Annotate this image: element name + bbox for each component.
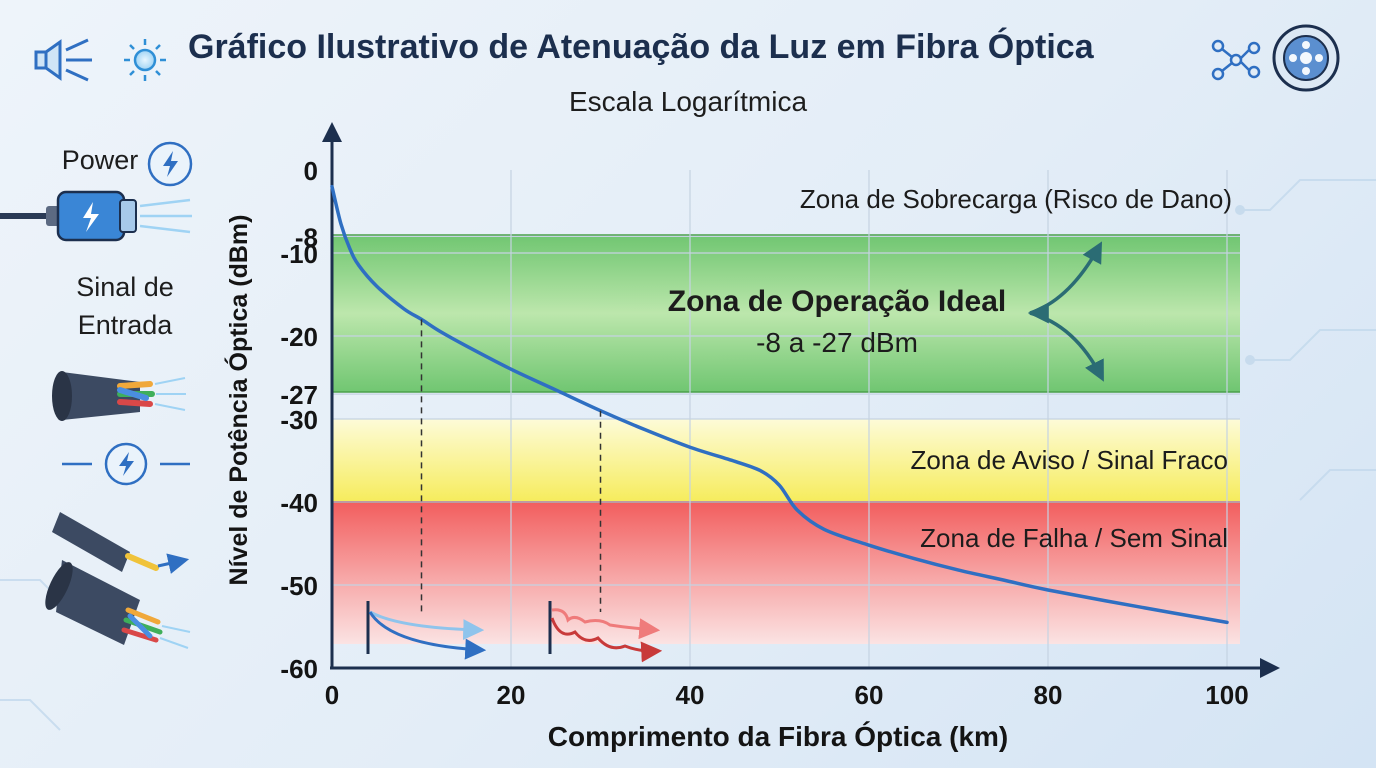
- lightning-divider: [62, 442, 190, 486]
- fiber-cable-icon: [52, 371, 186, 421]
- circuit-decoration: [0, 179, 1376, 731]
- fiber-cable-icon: [45, 512, 191, 649]
- y-axis-arrow: [322, 122, 342, 142]
- input-signal-label-line2: Entrada: [77, 310, 173, 340]
- attenuation-series-line: [330, 184, 1229, 625]
- zone-warning-label: Zona de Aviso / Sinal Fraco: [911, 445, 1228, 475]
- lightning-icon: [147, 141, 193, 187]
- grid-lines: [332, 170, 1240, 668]
- x-tick-label: 100: [1205, 680, 1248, 710]
- x-tick-label: 40: [676, 680, 705, 710]
- input-signal-label-line1: Sinal de: [76, 272, 174, 302]
- page-title: Gráfico Ilustrativo de Atenuação da Luz …: [188, 28, 1094, 66]
- lightning-icon: [104, 442, 148, 486]
- sun-icon: [124, 39, 166, 81]
- power-label: Power: [61, 145, 139, 175]
- x-tick-label: 60: [855, 680, 884, 710]
- network-icon: [1211, 39, 1261, 81]
- zone-warning-band: [332, 419, 1240, 502]
- x-axis-arrow: [1260, 658, 1280, 678]
- x-tick-label: 20: [497, 680, 526, 710]
- zone-failure-label: Zona de Falha / Sem Sinal: [920, 523, 1228, 553]
- x-tick-label: 0: [325, 680, 339, 710]
- y-axis-label: Nível de Potência Óptica (dBm): [223, 215, 253, 586]
- zone-ideal-sublabel: -8 a -27 dBm: [756, 327, 918, 358]
- y-tick-label: -40: [280, 488, 318, 518]
- y-tick-label: -8: [295, 222, 318, 252]
- range-arrows-icon: [1027, 241, 1104, 382]
- page-subtitle: Escala Logarítmica: [568, 86, 808, 117]
- y-tick-label: -10: [280, 239, 318, 269]
- y-tick-label: 0: [304, 156, 318, 186]
- y-tick-label: -60: [280, 654, 318, 684]
- zone-overload-label: Zona de Sobrecarga (Risco de Dano): [800, 184, 1232, 214]
- speaker-icon: [34, 38, 92, 82]
- clean-signal-icon: [366, 601, 487, 660]
- noisy-signal-icon: [548, 601, 663, 663]
- fiber-connector-icon: [1272, 24, 1340, 92]
- y-tick-label: -27: [280, 380, 318, 410]
- x-tick-label: 80: [1034, 680, 1063, 710]
- y-tick-label: -30: [280, 405, 318, 435]
- zone-ideal-label: Zona de Operação Ideal: [668, 285, 1006, 318]
- y-tick-label: -50: [280, 571, 318, 601]
- power-plug-icon: [0, 190, 192, 242]
- y-tick-label: -20: [280, 322, 318, 352]
- x-axis-label: Comprimento da Fibra Óptica (km): [548, 721, 1009, 752]
